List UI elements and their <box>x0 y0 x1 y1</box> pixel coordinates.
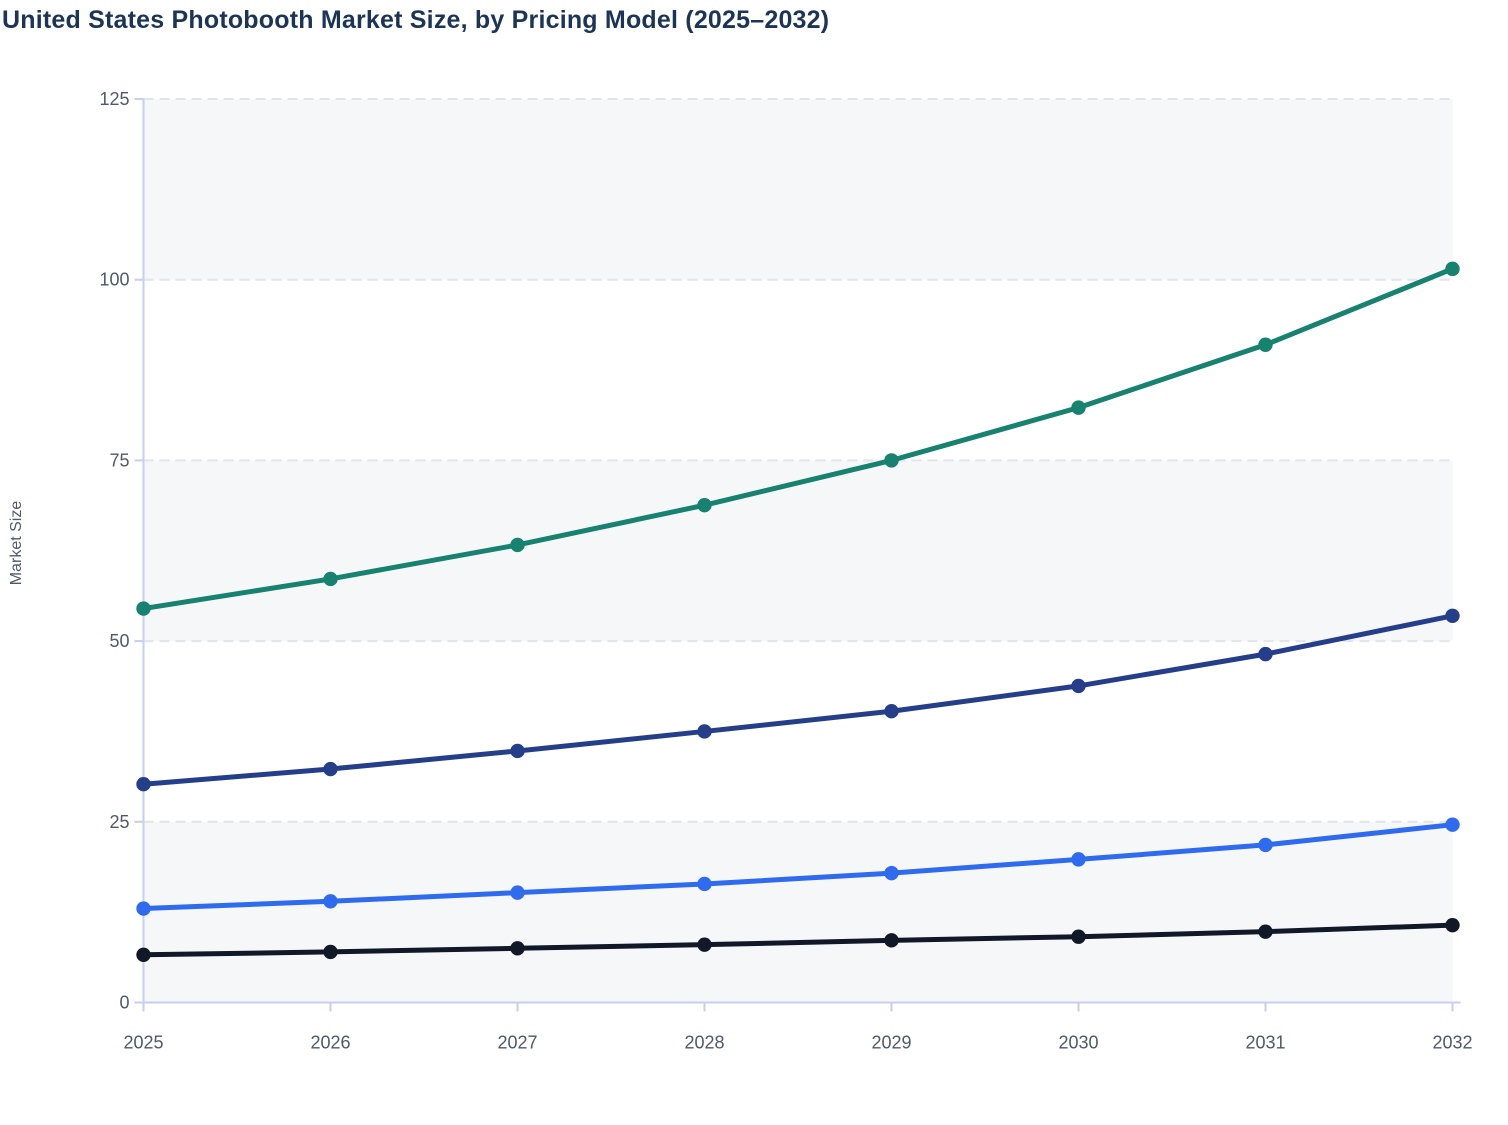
data-point-bright-blue <box>323 894 338 909</box>
data-point-bright-blue <box>884 865 899 881</box>
data-point-teal <box>884 453 899 468</box>
data-point-navy <box>136 777 151 792</box>
data-point-teal <box>136 601 151 616</box>
series-line-navy <box>141 613 1455 787</box>
data-point-teal <box>697 498 712 513</box>
chart-title: United States Photobooth Market Size, by… <box>2 6 830 34</box>
data-point-bright-blue <box>1258 837 1273 853</box>
data-point-black <box>510 941 525 956</box>
data-point-teal <box>1445 261 1460 277</box>
x-tick-label: 2028 <box>684 1033 724 1053</box>
data-point-bright-blue <box>697 876 712 892</box>
x-tick-label: 2032 <box>1432 1033 1472 1053</box>
data-point-teal <box>1071 400 1086 415</box>
x-tick-label: 2030 <box>1058 1033 1098 1053</box>
x-tick-label: 2025 <box>123 1033 163 1053</box>
data-point-black <box>1445 917 1460 933</box>
x-tick-label: 2026 <box>310 1033 350 1053</box>
x-tick-label: 2031 <box>1245 1033 1285 1053</box>
data-point-teal <box>1258 337 1273 352</box>
data-point-black <box>884 933 899 948</box>
x-tick-label: 2027 <box>497 1033 537 1053</box>
series-line-black <box>141 922 1455 958</box>
data-point-navy <box>510 743 525 759</box>
y-tick-label: 125 <box>99 89 129 109</box>
plot-band <box>143 99 1453 280</box>
y-tick-label: 100 <box>99 270 129 290</box>
data-point-navy <box>884 704 899 719</box>
data-point-black <box>697 937 712 952</box>
data-point-navy <box>1258 646 1273 662</box>
data-point-navy <box>1445 608 1460 624</box>
x-tick-label: 2029 <box>871 1033 911 1053</box>
data-point-teal <box>510 537 525 553</box>
data-point-teal <box>323 571 338 587</box>
y-tick-label: 75 <box>109 450 129 470</box>
data-point-bright-blue <box>1445 817 1460 832</box>
y-tick-label: 50 <box>109 631 129 651</box>
series-line-bright-blue <box>141 822 1455 912</box>
data-point-bright-blue <box>1071 852 1086 867</box>
data-point-bright-blue <box>510 885 525 900</box>
data-point-navy <box>1071 678 1086 694</box>
series-line-teal <box>141 266 1455 612</box>
data-point-black <box>323 944 338 960</box>
data-point-black <box>136 947 151 962</box>
plot-band <box>143 460 1453 642</box>
y-tick-label: 25 <box>109 812 129 832</box>
y-tick-label: 0 <box>119 993 129 1013</box>
y-axis-title: Market Size <box>8 500 25 586</box>
data-point-navy <box>697 724 712 739</box>
data-point-black <box>1258 924 1273 939</box>
data-point-navy <box>323 761 338 777</box>
data-point-black <box>1071 929 1086 944</box>
data-point-bright-blue <box>136 901 151 916</box>
plot-band <box>143 821 1453 1003</box>
